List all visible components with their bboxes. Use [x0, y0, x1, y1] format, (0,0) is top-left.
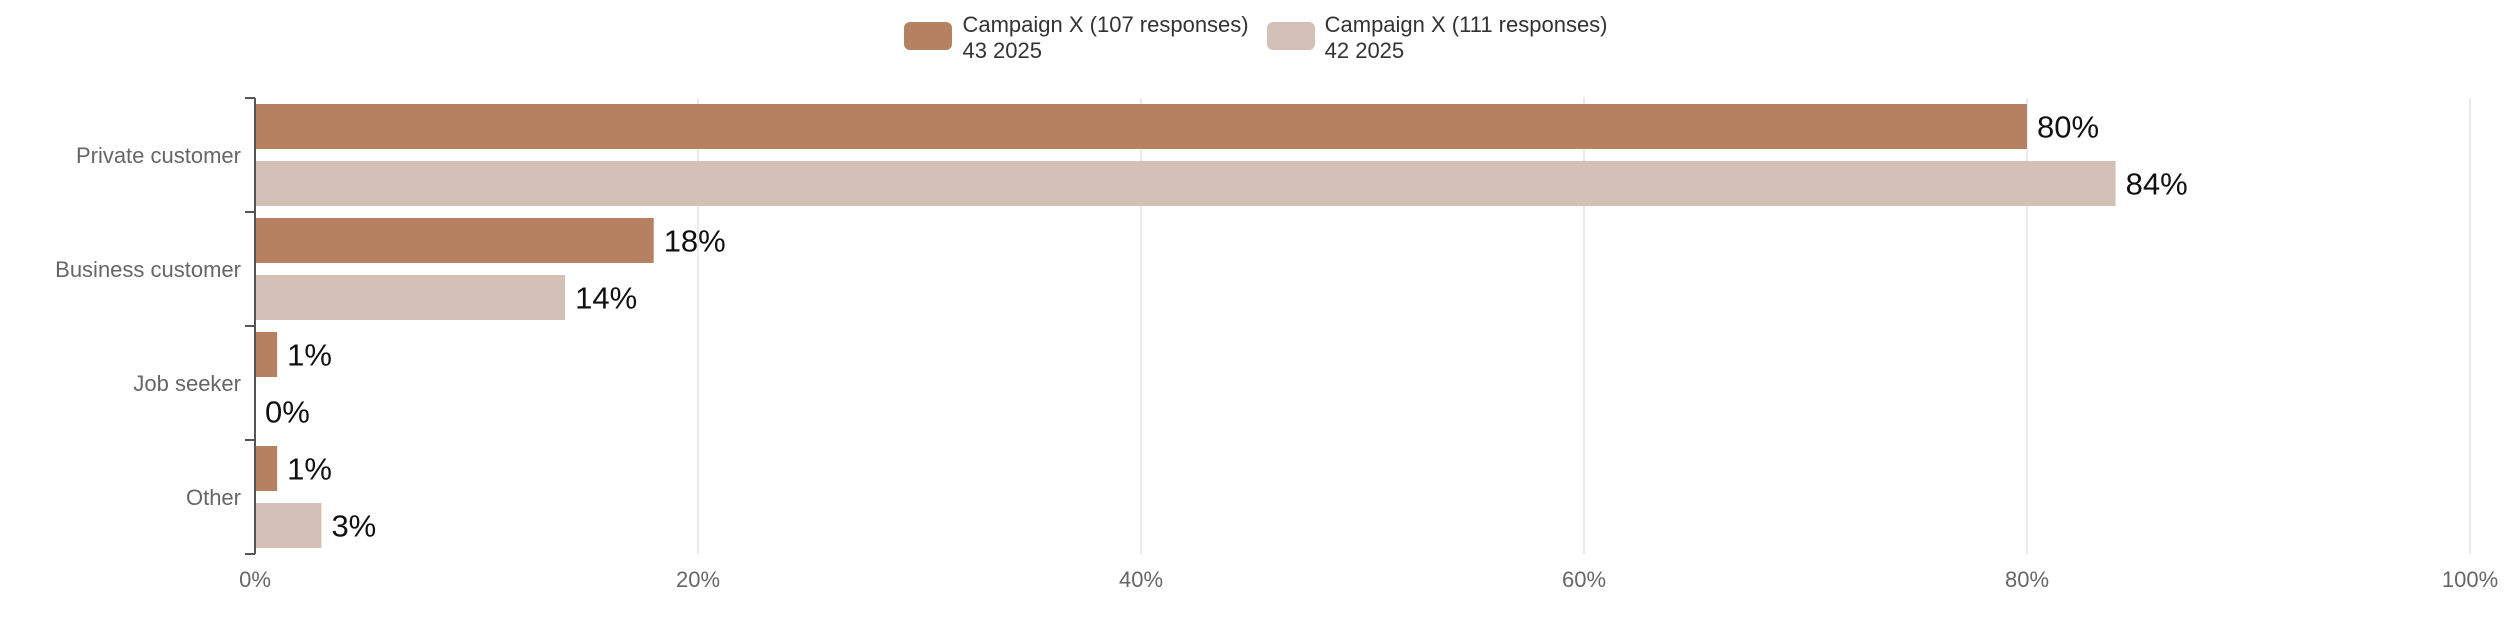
- x-tick-label-100: 100%: [2442, 567, 2498, 592]
- legend-item-series-1[interactable]: Campaign X (107 responses) 43 2025: [904, 12, 1249, 64]
- data-label-1-1: 18%: [664, 224, 726, 259]
- data-label-1-0: 80%: [2037, 110, 2099, 145]
- category-label-0: Private customer: [76, 143, 241, 168]
- category-label-1: Business customer: [55, 257, 241, 282]
- x-tick-label-20: 20%: [676, 567, 720, 592]
- legend-label-series-2: Campaign X (111 responses) 42 2025: [1324, 12, 1608, 63]
- category-label-2: Job seeker: [133, 371, 241, 396]
- data-label-2-1: 14%: [575, 281, 637, 316]
- legend-swatch-series-1: [904, 22, 953, 50]
- legend: Campaign X (107 responses) 43 2025 Campa…: [0, 12, 2512, 64]
- data-label-1-2: 1%: [287, 338, 332, 373]
- bar-2-0[interactable]: [255, 161, 2116, 206]
- x-tick-label-60: 60%: [1562, 567, 1606, 592]
- bar-1-1[interactable]: [255, 218, 654, 263]
- bar-1-3[interactable]: [255, 446, 278, 491]
- data-label-2-2: 0%: [265, 395, 310, 430]
- legend-swatch-series-2: [1266, 22, 1315, 50]
- data-label-1-3: 1%: [287, 452, 332, 487]
- x-tick-label-0: 0%: [239, 567, 271, 592]
- data-label-2-3: 3%: [331, 509, 376, 544]
- bar-2-3[interactable]: [255, 503, 322, 548]
- legend-label-series-1: Campaign X (107 responses) 43 2025: [962, 12, 1249, 63]
- bar-1-0[interactable]: [255, 104, 2027, 149]
- legend-item-series-2[interactable]: Campaign X (111 responses) 42 2025: [1266, 12, 1608, 64]
- data-label-2-0: 84%: [2126, 167, 2188, 202]
- x-tick-label-80: 80%: [2005, 567, 2049, 592]
- x-tick-label-40: 40%: [1119, 567, 1163, 592]
- bar-2-1[interactable]: [255, 275, 566, 320]
- category-label-3: Other: [186, 485, 241, 510]
- bar-1-2[interactable]: [255, 332, 278, 377]
